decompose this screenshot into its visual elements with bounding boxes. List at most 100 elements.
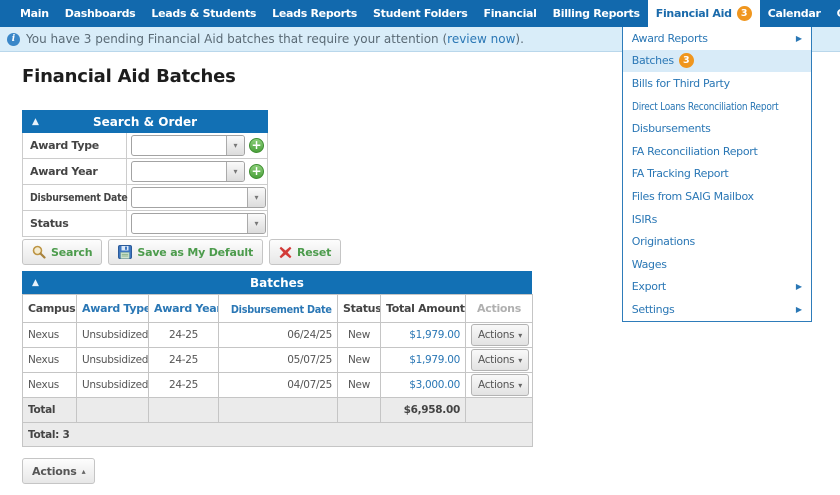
column-header-disbursement-date[interactable]: Disbursement Date↑ <box>218 294 338 323</box>
status-select[interactable]: ▾ <box>131 213 266 234</box>
award-type-field: ▾ + <box>127 133 267 158</box>
cell-actions: Actions ▾ <box>465 347 533 373</box>
form-row-award-year: Award Year ▾ + <box>23 159 267 185</box>
reset-button[interactable]: Reset <box>269 239 342 265</box>
table-row: Nexus Unsubsidized 24-25 04/07/25 New $3… <box>22 372 533 398</box>
menu-item-label: Batches <box>631 54 674 68</box>
disbursement-date-field: ▾ <box>127 185 267 210</box>
menu-item-originations[interactable]: Originations <box>623 230 811 253</box>
menu-item-settings[interactable]: Settings ▶ <box>623 298 811 321</box>
menu-item-batches[interactable]: Batches 3 <box>622 49 811 73</box>
nav-item-calendar[interactable]: Calendar <box>760 0 829 27</box>
table-header-row: Campus Award Type Award Year Disbursemen… <box>22 294 533 323</box>
award-type-select-value <box>132 136 226 155</box>
cell-actions: Actions ▾ <box>465 372 533 398</box>
cell-award-year: 24-25 <box>148 322 219 348</box>
review-now-link[interactable]: review now <box>447 32 516 46</box>
menu-item-isirs[interactable]: ISIRs <box>623 208 811 231</box>
nav-item-student-folders[interactable]: Student Folders <box>365 0 475 27</box>
batches-count-badge: 3 <box>678 53 694 69</box>
empty-cell <box>76 397 149 423</box>
chevron-down-icon[interactable]: ▾ <box>247 188 265 207</box>
nav-item-label: Calendar <box>767 7 821 20</box>
chevron-up-icon: ▴ <box>81 466 86 476</box>
disbursement-date-select-value <box>132 188 247 207</box>
menu-item-label: Settings <box>631 302 675 316</box>
status-label: Status <box>23 211 127 236</box>
table-count-row: Total: 3 <box>22 422 533 447</box>
cell-total-amount: $3,000.00 <box>380 372 466 398</box>
add-award-type-button[interactable]: + <box>249 138 264 153</box>
row-actions-button-label: Actions <box>478 379 515 391</box>
nav-item-leads-reports[interactable]: Leads Reports <box>264 0 365 27</box>
menu-item-direct-loans-reconciliation-report[interactable]: Direct Loans Reconciliation Report <box>623 95 811 118</box>
reset-button-label: Reset <box>297 245 332 259</box>
nav-item-billing-reports[interactable]: Billing Reports <box>545 0 648 27</box>
nav-item-financial[interactable]: Financial <box>475 0 544 27</box>
bulk-actions-button[interactable]: Actions ▴ <box>22 458 96 484</box>
add-award-year-button[interactable]: + <box>249 164 264 179</box>
menu-item-wages[interactable]: Wages <box>623 253 811 276</box>
collapse-icon[interactable]: ▲ <box>32 116 39 127</box>
page-title: Financial Aid Batches <box>22 66 236 87</box>
nav-item-clipped[interactable]: C <box>829 0 840 27</box>
column-header-award-year[interactable]: Award Year <box>148 294 219 323</box>
award-type-select[interactable]: ▾ <box>131 135 245 156</box>
menu-item-label: Export <box>631 280 667 294</box>
row-actions-button[interactable]: Actions ▾ <box>471 324 529 346</box>
menu-item-fa-reconciliation-report[interactable]: FA Reconciliation Report <box>623 140 811 163</box>
save-as-default-button[interactable]: Save as My Default <box>108 239 264 265</box>
nav-item-leads-students[interactable]: Leads & Students <box>143 0 264 27</box>
batch-amount-link[interactable]: $1,979.00 <box>409 329 460 341</box>
collapse-icon[interactable]: ▲ <box>32 277 39 288</box>
banner-text-end: ). <box>515 32 524 46</box>
cell-status: New <box>337 347 381 373</box>
search-button-label: Search <box>51 245 93 259</box>
search-button[interactable]: Search <box>22 239 103 265</box>
column-header-actions: Actions <box>465 294 533 323</box>
nav-item-financial-aid[interactable]: Financial Aid 3 Award Reports ▶ Batches … <box>621 0 812 322</box>
pending-count-badge: 3 <box>736 6 752 21</box>
column-header-campus: Campus <box>22 294 77 323</box>
nav-item-main[interactable]: Main <box>12 0 57 27</box>
submenu-arrow-icon: ▶ <box>795 33 802 43</box>
menu-item-bills-for-third-party[interactable]: Bills for Third Party <box>623 72 811 95</box>
cell-award-type: Unsubsidized <box>76 372 149 398</box>
menu-item-label: Bills for Third Party <box>631 76 730 90</box>
column-header-award-type[interactable]: Award Type <box>76 294 149 323</box>
reset-x-icon <box>279 246 292 258</box>
disbursement-date-select[interactable]: ▾ <box>131 187 266 208</box>
row-actions-button[interactable]: Actions ▾ <box>471 349 529 371</box>
chevron-down-icon[interactable]: ▾ <box>226 136 244 155</box>
batches-panel-title: Batches <box>250 275 304 290</box>
cell-award-type: Unsubsidized <box>76 347 149 373</box>
menu-item-export[interactable]: Export ▶ <box>623 276 811 299</box>
row-actions-button[interactable]: Actions ▾ <box>471 374 529 396</box>
batch-amount-link[interactable]: $3,000.00 <box>409 379 460 391</box>
award-year-select[interactable]: ▾ <box>131 161 245 182</box>
menu-item-label: Files from SAIG Mailbox <box>631 189 754 203</box>
nav-item-label: C <box>837 7 840 20</box>
search-form: Award Type ▾ + Award Year ▾ + Disburseme… <box>22 133 268 237</box>
batch-amount-link[interactable]: $1,979.00 <box>409 354 460 366</box>
menu-item-disbursements[interactable]: Disbursements <box>623 117 811 140</box>
column-header-status: Status <box>337 294 381 323</box>
chevron-down-icon[interactable]: ▾ <box>247 214 265 233</box>
nav-item-dashboards[interactable]: Dashboards <box>57 0 144 27</box>
cell-campus: Nexus <box>22 347 77 373</box>
cell-disbursement-date: 06/24/25 <box>218 322 338 348</box>
menu-item-award-reports[interactable]: Award Reports ▶ <box>623 27 811 50</box>
search-icon <box>32 245 46 259</box>
menu-item-files-from-saig-mailbox[interactable]: Files from SAIG Mailbox <box>623 185 811 208</box>
menu-item-fa-tracking-report[interactable]: FA Tracking Report <box>623 163 811 186</box>
table-total-row: Total $6,958.00 <box>22 397 533 423</box>
table-row: Nexus Unsubsidized 24-25 06/24/25 New $1… <box>22 322 533 348</box>
award-year-field: ▾ + <box>127 159 267 184</box>
search-order-panel-title: Search & Order <box>92 114 198 129</box>
cell-award-year: 24-25 <box>148 347 219 373</box>
chevron-down-icon[interactable]: ▾ <box>226 162 244 181</box>
award-type-label: Award Type <box>23 133 127 158</box>
nav-item-label: Leads Reports <box>272 7 358 20</box>
batches-table: Campus Award Type Award Year Disbursemen… <box>22 294 533 447</box>
award-year-select-value <box>132 162 226 181</box>
